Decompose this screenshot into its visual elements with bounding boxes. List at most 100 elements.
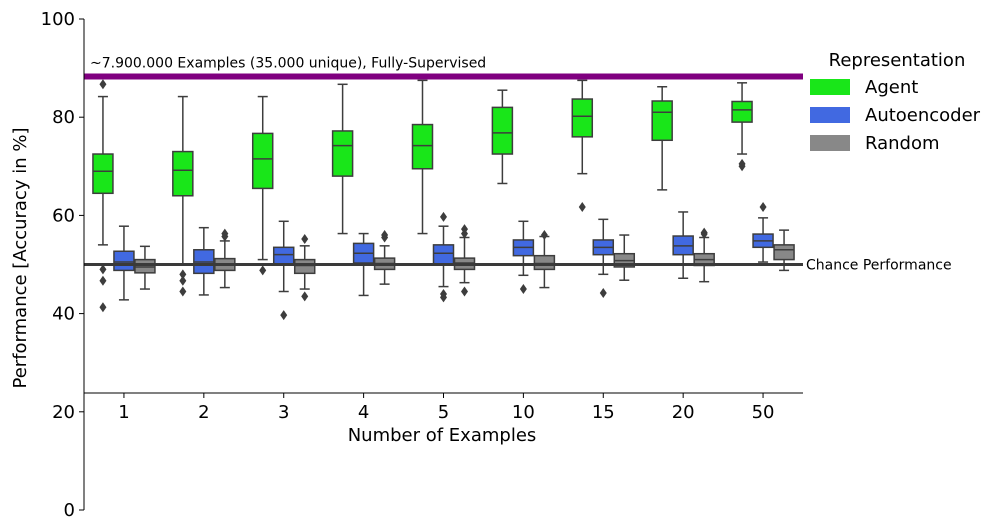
box-random-20 <box>693 227 715 283</box>
x-tick-label: 15 <box>592 402 615 423</box>
box-iqr <box>272 246 295 266</box>
box-iqr <box>571 98 594 138</box>
legend-swatch <box>810 107 850 123</box>
legend-label: Autoencoder <box>865 105 981 126</box>
box-agent-2 <box>172 95 194 297</box>
outlier-point <box>540 230 548 241</box>
x-tick-label: 1 <box>118 402 129 423</box>
x-tick-label: 50 <box>752 402 775 423</box>
y-tick-label: 100 <box>41 9 75 30</box>
y-tick-label: 40 <box>52 304 75 325</box>
box-iqr <box>651 100 673 142</box>
box-agent-1 <box>92 79 114 313</box>
x-tick-label: 4 <box>358 402 369 423</box>
x-tick-label: 3 <box>278 402 289 423</box>
outlier-point <box>519 284 527 295</box>
supervised-label: ~7.900.000 Examples (35.000 unique), Ful… <box>90 55 486 71</box>
box-agent-5 <box>411 79 434 235</box>
outlier-point <box>301 291 309 302</box>
box-iqr <box>331 130 354 177</box>
box-agent-15 <box>571 79 594 213</box>
reference-lines-front: Chance Performance <box>84 258 952 274</box>
box-random-1 <box>134 245 156 290</box>
axes: 0 20 40 60 80 100 1 2 3 4 5 10 15 20 50 <box>41 9 803 518</box>
outlier-point <box>381 232 389 243</box>
box-agent-3 <box>251 95 274 276</box>
box-random-3 <box>293 233 316 302</box>
x-tick-label: 5 <box>438 402 449 423</box>
box-autoencoder-4 <box>352 232 375 297</box>
legend-label: Random <box>865 133 940 154</box>
y-tick-label: 80 <box>52 107 75 128</box>
box-iqr <box>731 100 753 123</box>
outlier-point <box>738 161 746 172</box>
outlier-point <box>99 79 107 90</box>
outlier-point <box>179 275 187 286</box>
box-iqr <box>92 153 114 195</box>
box-autoencoder-10 <box>512 220 535 295</box>
box-agent-50 <box>731 82 753 172</box>
legend-item-agent: Agent <box>810 77 918 98</box>
reference-lines: ~7.900.000 Examples (35.000 unique), Ful… <box>84 55 803 80</box>
series-random <box>134 224 795 302</box>
outlier-point <box>259 265 267 276</box>
box-random-10 <box>533 230 556 289</box>
outlier-point <box>179 286 187 297</box>
legend-item-autoencoder: Autoencoder <box>810 105 981 126</box>
legend-title: Representation <box>829 50 966 71</box>
box-autoencoder-5 <box>432 211 455 303</box>
x-axis-label: Number of Examples <box>348 425 537 446</box>
box-iqr <box>251 132 274 190</box>
box-iqr <box>293 258 316 275</box>
outlier-point <box>99 275 107 286</box>
outlier-point <box>461 286 468 297</box>
outlier-point <box>759 202 767 213</box>
box-autoencoder-50 <box>752 202 774 263</box>
box-iqr <box>432 244 455 266</box>
outlier-point <box>440 211 447 222</box>
y-tick-label: 20 <box>52 402 75 423</box>
outlier-point <box>440 292 447 303</box>
legend-swatch <box>810 135 850 151</box>
x-tick-label: 20 <box>672 402 695 423</box>
outlier-point <box>578 202 586 213</box>
outlier-point <box>280 310 288 321</box>
box-agent-10 <box>491 89 514 185</box>
x-tick-label: 10 <box>512 402 535 423</box>
x-tick-label: 2 <box>198 402 209 423</box>
box-autoencoder-3 <box>272 220 295 321</box>
series-autoencoder <box>113 202 774 321</box>
box-random-2 <box>214 228 236 289</box>
y-axis-label: Performance [Accuracy in %] <box>10 128 31 389</box>
box-random-5 <box>453 224 476 297</box>
box-autoencoder-20 <box>672 211 694 279</box>
box-groups <box>92 79 795 321</box>
outlier-point <box>700 229 708 240</box>
box-agent-4 <box>331 83 354 235</box>
box-agent-20 <box>651 86 673 191</box>
series-agent <box>92 79 753 313</box>
legend-swatch <box>810 79 850 95</box>
y-tick-label: 60 <box>52 205 75 226</box>
outlier-point <box>99 302 107 313</box>
legend: Representation Agent Autoencoder Random <box>810 50 981 154</box>
box-iqr <box>172 150 194 197</box>
outlier-point <box>599 287 607 298</box>
outlier-point <box>301 233 309 244</box>
outlier-point <box>221 231 229 242</box>
box-iqr <box>113 250 135 272</box>
legend-label: Agent <box>865 77 918 98</box>
outlier-point <box>179 269 187 280</box>
box-random-15 <box>613 234 636 281</box>
box-iqr <box>773 244 795 261</box>
box-iqr <box>491 106 514 155</box>
legend-item-random: Random <box>810 133 940 154</box>
outlier-point <box>99 264 107 275</box>
box-autoencoder-2 <box>193 226 215 296</box>
box-iqr <box>411 123 434 170</box>
box-random-50 <box>773 229 795 272</box>
box-iqr <box>533 254 556 271</box>
chance-label: Chance Performance <box>806 258 952 274</box>
box-random-4 <box>373 230 396 285</box>
